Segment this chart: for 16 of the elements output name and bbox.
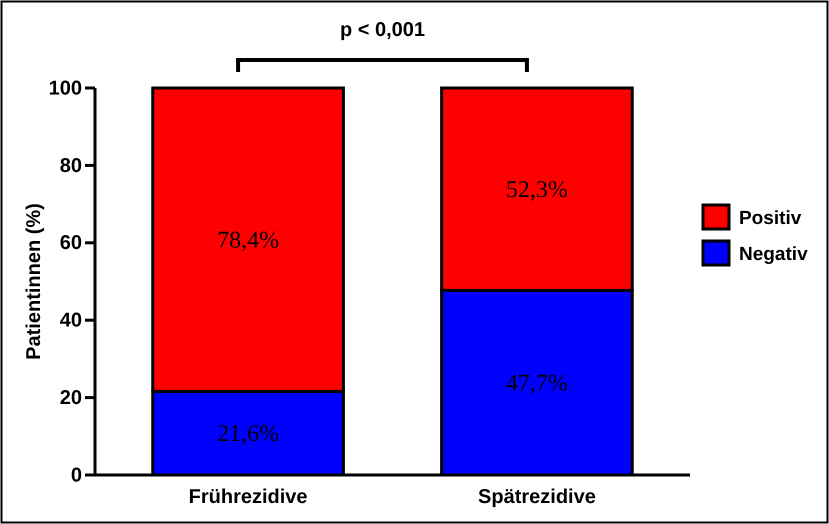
x-tick-label: Frührezidive — [188, 486, 308, 508]
x-tick-label: Spätrezidive — [478, 486, 596, 508]
data-label: 47,7% — [506, 370, 568, 397]
y-tick-label: 80 — [60, 154, 82, 177]
y-tick-label: 20 — [60, 387, 82, 409]
data-label: 21,6% — [217, 421, 280, 448]
y-tick-label: 40 — [60, 310, 82, 332]
data-label: 78,4% — [217, 228, 280, 254]
text: p < 0,001 — [340, 19, 426, 41]
y-axis-title: Patientinnen (%) — [23, 203, 45, 360]
y-tick-label: 60 — [60, 232, 82, 254]
y-tick-label: 0 — [70, 464, 82, 486]
legend-label: Negativ — [739, 244, 808, 265]
y-tick-label: 100 — [48, 77, 82, 100]
legend-label: Positiv — [739, 208, 802, 229]
data-label: 52,3% — [506, 177, 568, 204]
